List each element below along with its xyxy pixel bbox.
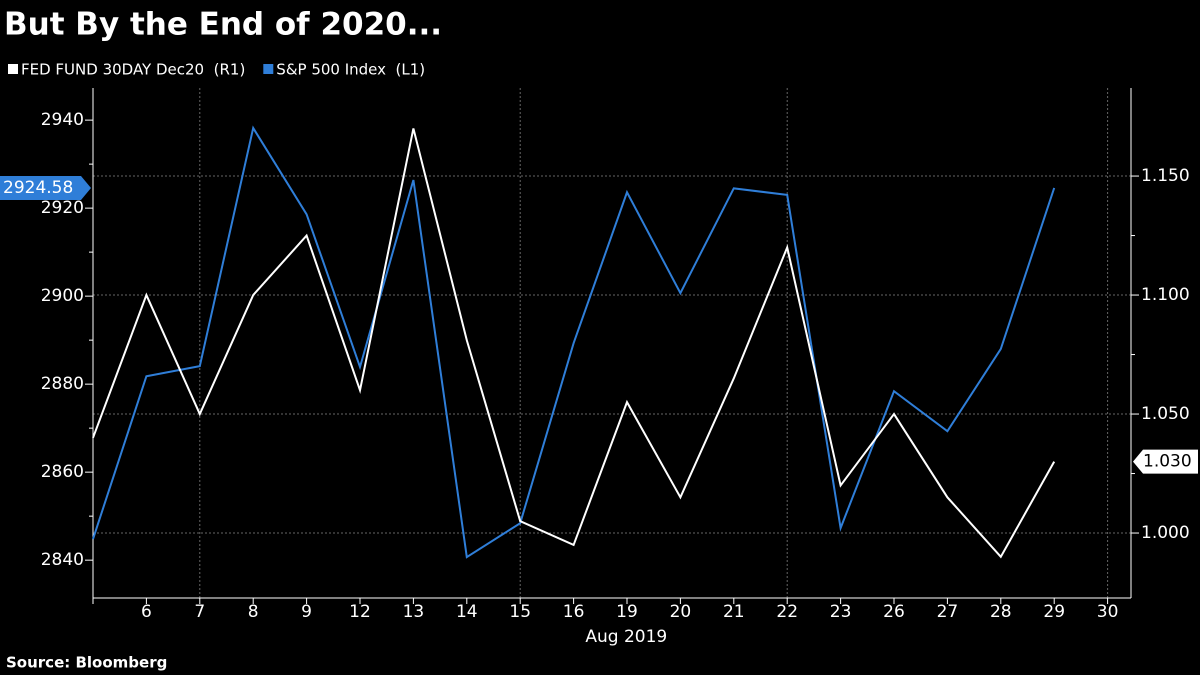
- y-tick-label: 2880: [41, 374, 84, 394]
- series-line: [92, 125, 1056, 559]
- chart-title: But By the End of 2020...: [4, 7, 442, 43]
- x-tick-label: 29: [1043, 602, 1065, 622]
- legend-label: S&P 500 Index (L1): [276, 61, 425, 79]
- x-tick-label: 27: [937, 602, 959, 622]
- x-tick-label: 16: [563, 602, 585, 622]
- x-tick-label: 15: [509, 602, 531, 622]
- y2-tick-label: 1.100: [1141, 285, 1190, 305]
- last-value-flag: [0, 175, 91, 200]
- x-tick-label: 12: [349, 602, 371, 622]
- x-tick-label: 14: [456, 602, 478, 622]
- legend-label: FED FUND 30DAY Dec20 (R1): [21, 61, 245, 79]
- x-tick-label: 20: [670, 602, 692, 622]
- y2-tick-label: 1.050: [1141, 404, 1190, 424]
- y-tick-label: 2940: [41, 110, 84, 130]
- last-value-label: 1.030: [1143, 452, 1192, 472]
- x-tick-label: 8: [248, 602, 259, 622]
- x-tick-label: 19: [616, 602, 638, 622]
- series-line: [92, 128, 1056, 559]
- y2-tick-label: 1.000: [1141, 523, 1190, 543]
- y-tick-label: 2900: [41, 286, 84, 306]
- x-tick-label: 26: [883, 602, 905, 622]
- x-tick-label: 21: [723, 602, 745, 622]
- source: Source: Bloomberg: [6, 654, 167, 672]
- x-tick-label: 22: [776, 602, 798, 622]
- x-tick-label: 7: [194, 602, 205, 622]
- last-value-label: 2924.58: [3, 178, 73, 198]
- x-tick-label: 28: [990, 602, 1012, 622]
- y-tick-label: 2860: [41, 462, 84, 482]
- x-tick-label: 6: [141, 602, 152, 622]
- x-tick-label: 23: [830, 602, 852, 622]
- x-tick-label: 9: [301, 602, 312, 622]
- y2-tick-label: 1.150: [1141, 166, 1190, 186]
- last-value-flag: [1133, 449, 1198, 474]
- y-tick-label: 2920: [41, 198, 84, 218]
- legend-swatch: [8, 64, 18, 74]
- x-tick-label: 13: [403, 602, 425, 622]
- x-axis-label: Aug 2019: [585, 627, 667, 647]
- legend-swatch: [263, 64, 274, 74]
- x-tick-label: 30: [1097, 602, 1119, 622]
- y-tick-label: 2840: [41, 550, 84, 570]
